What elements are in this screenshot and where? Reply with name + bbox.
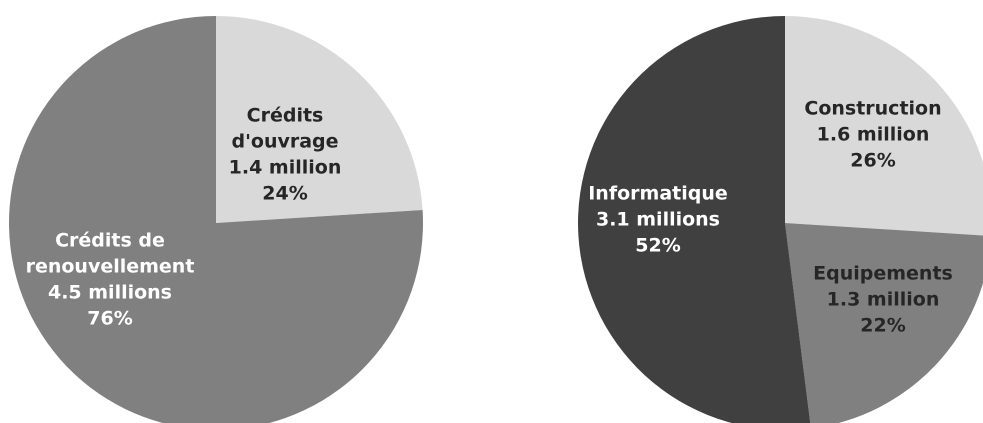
pie-slice <box>785 16 983 236</box>
pie-slice <box>785 223 983 423</box>
slice-label-line: Construction <box>804 98 941 120</box>
pie-chart-credits: Crédits d'ouvrage 1.4 million 24% Crédits de… <box>9 16 423 423</box>
slice-label-line: 1.4 million <box>229 157 342 179</box>
slice-label-line: 1.3 million <box>827 289 940 311</box>
slice-label-line: 52% <box>635 235 680 257</box>
pie-slice <box>578 16 811 423</box>
slice-label-line: 22% <box>860 315 905 337</box>
slice-label: Crédits d'ouvrage 1.4 million 24% <box>229 105 342 205</box>
slice-label-line: Informatique <box>588 183 728 205</box>
slice-label-line: d'ouvrage <box>231 131 338 153</box>
pie-chart-categories: Construction 1.6 million 26% Equipements 1.3… <box>578 16 983 423</box>
slice-label: Crédits de renouvellement 4.5 millions 76% <box>26 230 195 330</box>
slice-label-line: 76% <box>87 308 132 330</box>
slice-label-line: 1.6 million <box>817 124 930 146</box>
slice-label-line: 24% <box>262 183 307 205</box>
slice-label-line: Crédits de <box>55 230 165 252</box>
slice-label-line: renouvellement <box>26 256 195 278</box>
slice-label-line: Equipements <box>813 263 953 285</box>
slice-label-line: 3.1 millions <box>596 209 720 231</box>
pie-slice <box>9 16 423 423</box>
slice-label: Informatique 3.1 millions 52% <box>588 183 728 257</box>
pie-slice <box>216 16 423 223</box>
slice-label-line: Crédits <box>247 105 324 127</box>
slice-label: Equipements 1.3 million 22% <box>813 263 953 337</box>
slice-label: Construction 1.6 million 26% <box>804 98 941 172</box>
slice-label-line: 4.5 millions <box>48 282 172 304</box>
slice-label-line: 26% <box>850 150 895 172</box>
